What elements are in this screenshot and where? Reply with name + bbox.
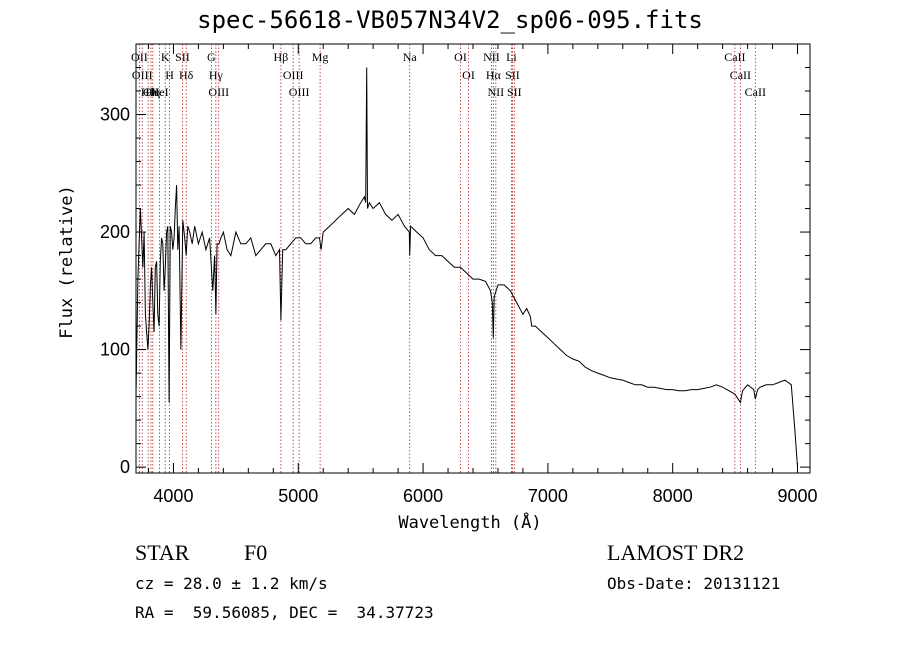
line-marker-label: Mg — [312, 50, 329, 64]
line-marker-label: NII — [483, 50, 500, 64]
line-marker-label: SII — [507, 85, 522, 99]
line-marker-label: Hγ — [209, 68, 224, 82]
y-axis: 0 100 200 300 — [100, 43, 810, 477]
x-tick-label: 6000 — [403, 486, 443, 506]
line-marker-label: SII — [175, 50, 190, 64]
line-marker-label: OIII — [132, 68, 153, 82]
y-axis-label: Flux (relative) — [57, 185, 77, 339]
object-class: STAR — [135, 540, 190, 565]
line-marker-label: CaII — [724, 50, 745, 64]
line-marker-label: Hθ — [141, 85, 156, 99]
line-marker-label: Li — [506, 50, 517, 64]
line-marker-label: Hβ — [274, 50, 289, 64]
line-marker-label: Na — [403, 50, 418, 64]
y-tick-label: 0 — [120, 457, 130, 477]
line-marker-label: K — [161, 50, 170, 64]
y-tick-label: 100 — [100, 340, 130, 360]
line-marker-label: OIII — [289, 85, 310, 99]
line-marker-label: OI — [462, 68, 475, 82]
survey-name: LAMOST DR2 — [607, 540, 745, 565]
x-tick-label: 9000 — [777, 486, 817, 506]
line-marker-label: OII — [131, 50, 148, 64]
line-marker-label: Hα — [486, 68, 502, 82]
line-marker-label: Hη — [145, 85, 160, 99]
y-tick-label: 300 — [100, 105, 130, 125]
line-marker-label: Hδ — [179, 68, 194, 82]
line-marker-label: CaII — [745, 85, 766, 99]
redshift-cz: cz = 28.0 ± 1.2 km/s — [135, 574, 328, 593]
line-marker-label: CaII — [730, 68, 751, 82]
x-tick-label: 8000 — [653, 486, 693, 506]
spectral-subclass: F0 — [244, 540, 268, 565]
x-axis-label: Wavelength (Å) — [398, 511, 541, 533]
line-marker-label: OI — [454, 50, 467, 64]
observation-date: Obs-Date: 20131121 — [607, 574, 781, 593]
line-marker-label: CII — [143, 85, 159, 99]
line-marker-label: OIII — [283, 68, 304, 82]
y-tick-label: 200 — [100, 222, 130, 242]
line-marker-label: SII — [505, 68, 520, 82]
x-tick-label: 7000 — [528, 486, 568, 506]
plot-frame — [135, 43, 811, 474]
x-tick-label: 4000 — [153, 486, 193, 506]
line-marker-label: H — [165, 68, 174, 82]
line-marker-labels: OIIOIIIHθCIIHηHeIKHSIIHδGHγOIIIHβOIIIOII… — [131, 50, 766, 99]
ra-dec-coordinates: RA = 59.56085, DEC = 34.37723 — [135, 603, 434, 622]
chart-title: spec-56618-VB057N34V2_sp06-095.fits — [197, 6, 703, 34]
line-marker-label: NII — [488, 85, 505, 99]
line-marker-label: OIII — [208, 85, 229, 99]
line-marker-label: HeI — [151, 85, 169, 99]
line-markers — [138, 44, 756, 473]
line-marker-label: G — [207, 50, 216, 64]
spectrum-line — [135, 67, 798, 468]
x-tick-label: 5000 — [278, 486, 318, 506]
x-axis: 4000 5000 6000 7000 8000 9000 — [147, 44, 818, 506]
